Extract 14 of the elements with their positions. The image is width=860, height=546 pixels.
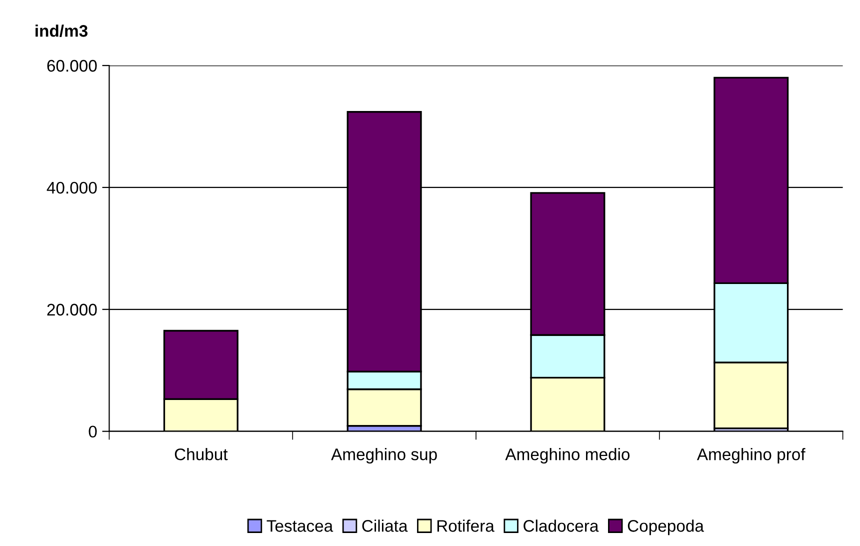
x-tick-label: Ameghino prof [696, 448, 806, 464]
legend-label: Copepoda [628, 520, 704, 536]
legend-label: Cladocera [524, 520, 599, 532]
y-tick-label: 40.000 [46, 182, 97, 194]
y-axis-title: ind/m3 [36, 24, 88, 37]
y-tick-label: 0 [88, 426, 97, 438]
legend-label: Testacea [266, 520, 334, 532]
legend-label: Ciliata [362, 520, 408, 532]
legend-label: Rotifera [437, 520, 494, 532]
x-tick-label: Chubut [174, 448, 228, 460]
x-tick-label: Ameghino medio [505, 448, 630, 464]
x-tick-label: Ameghino sup [331, 448, 437, 464]
y-tick-label: 60.000 [47, 60, 97, 72]
y-tick-label: 20.000 [47, 304, 97, 316]
